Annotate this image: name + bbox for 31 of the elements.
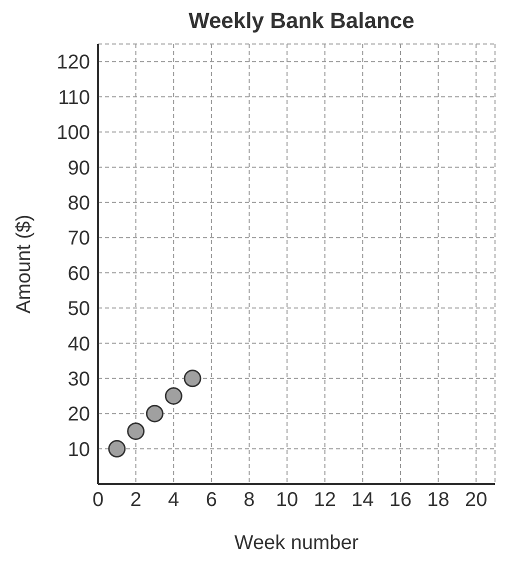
- y-tick-label: 90: [68, 157, 90, 180]
- x-tick-label: 0: [92, 489, 104, 512]
- y-tick-label: 40: [68, 333, 90, 356]
- chart-title: Weekly Bank Balance: [188, 8, 416, 34]
- x-tick-label: 16: [389, 489, 412, 512]
- x-tick-label: 4: [168, 489, 180, 512]
- x-tick-label: 20: [464, 489, 488, 512]
- y-tick-label: 110: [58, 86, 90, 109]
- y-tick-label: 100: [56, 122, 90, 144]
- point: [184, 370, 202, 388]
- y-tick-label: 10: [68, 438, 90, 461]
- y-axis-title: Amount ($): [13, 214, 36, 314]
- x-tick-label: 6: [206, 489, 217, 512]
- x-tick-label: 8: [244, 489, 255, 512]
- x-axis-title: Week number: [234, 532, 359, 554]
- point: [127, 422, 145, 440]
- x-tick-label: 18: [427, 489, 450, 512]
- y-tick-label: 70: [68, 228, 90, 250]
- point: [164, 387, 182, 405]
- y-tick-label: 120: [56, 52, 90, 74]
- x-tick-label: 12: [314, 489, 336, 512]
- x-tick-label: 2: [130, 489, 142, 512]
- y-tick-label: 30: [68, 368, 90, 390]
- point: [108, 440, 126, 458]
- point: [146, 404, 164, 422]
- x-tick-label: 10: [276, 489, 298, 512]
- y-tick-label: 60: [68, 262, 90, 285]
- x-tick-label: 14: [352, 489, 374, 512]
- y-tick-label: 50: [68, 298, 90, 320]
- y-tick-label: 20: [68, 404, 90, 426]
- y-tick-label: 80: [68, 192, 90, 214]
